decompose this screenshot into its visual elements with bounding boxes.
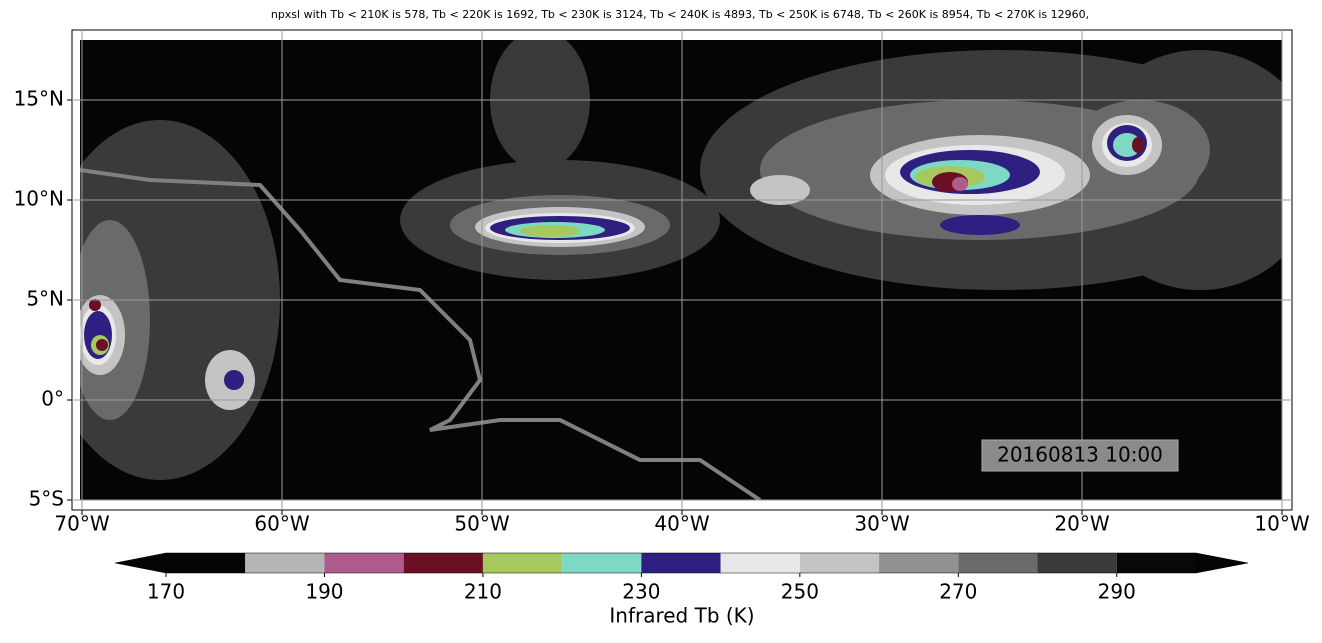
- colorbar-over: [1195, 552, 1249, 574]
- colorbar-segment: [562, 553, 642, 573]
- colorbar-tick-label: 250: [781, 580, 819, 604]
- x-tick-label: 50°W: [454, 512, 509, 536]
- colorbar-segment: [799, 553, 880, 573]
- timestamp-box: [981, 439, 1179, 472]
- y-tick-label: 0°: [41, 387, 64, 411]
- colorbar-segment: [482, 553, 563, 573]
- title: npxsl with Tb < 210K is 578, Tb < 220K i…: [271, 8, 1089, 21]
- colorbar-tick-label: 230: [622, 580, 660, 604]
- y-tick-label: 5°N: [26, 287, 64, 311]
- colorbar-tick-label: 290: [1098, 580, 1136, 604]
- x-tick-label: 10°W: [1254, 512, 1309, 536]
- colorbar: 170 190 210 230 250 270 290: [114, 552, 1249, 604]
- colorbar-under: [114, 552, 167, 574]
- colorbar-segment: [641, 553, 721, 573]
- satellite-image: [80, 40, 1282, 500]
- y-tick-label: 15°N: [14, 87, 64, 111]
- grid: 70°W 60°W 50°W 40°W 30°W 20°W 10°W 5°S 0° 5°N 10°N…: [14, 30, 1310, 536]
- colorbar-label: Infrared Tb (K): [609, 604, 754, 628]
- colorbar-segment: [403, 553, 483, 573]
- colorbar-segment: [324, 553, 404, 573]
- colorbar-segment: [245, 553, 325, 573]
- colorbar-segment: [166, 553, 246, 573]
- colorbar-segment: [720, 553, 800, 573]
- colorbar-segment: [958, 553, 1038, 573]
- timestamp: 20160813 10:00: [997, 443, 1163, 467]
- x-tick-label: 30°W: [854, 512, 909, 536]
- x-tick-label: 20°W: [1054, 512, 1109, 536]
- x-tick-label: 40°W: [654, 512, 709, 536]
- x-tick-label: 60°W: [254, 512, 309, 536]
- colorbar-outline: [165, 552, 1197, 574]
- colorbar-tick-label: 210: [464, 580, 502, 604]
- y-tick-label: 10°N: [14, 187, 64, 211]
- colorbar-tick-label: 190: [305, 580, 343, 604]
- colorbar-segment: [1037, 553, 1117, 573]
- colorbar-tick-label: 170: [147, 580, 185, 604]
- colorbar-segment: [879, 553, 959, 573]
- x-tick-label: 70°W: [54, 512, 109, 536]
- colorbar-segment: [1116, 553, 1196, 573]
- colorbar-tick-label: 270: [939, 580, 977, 604]
- y-tick-label: 5°S: [29, 487, 64, 511]
